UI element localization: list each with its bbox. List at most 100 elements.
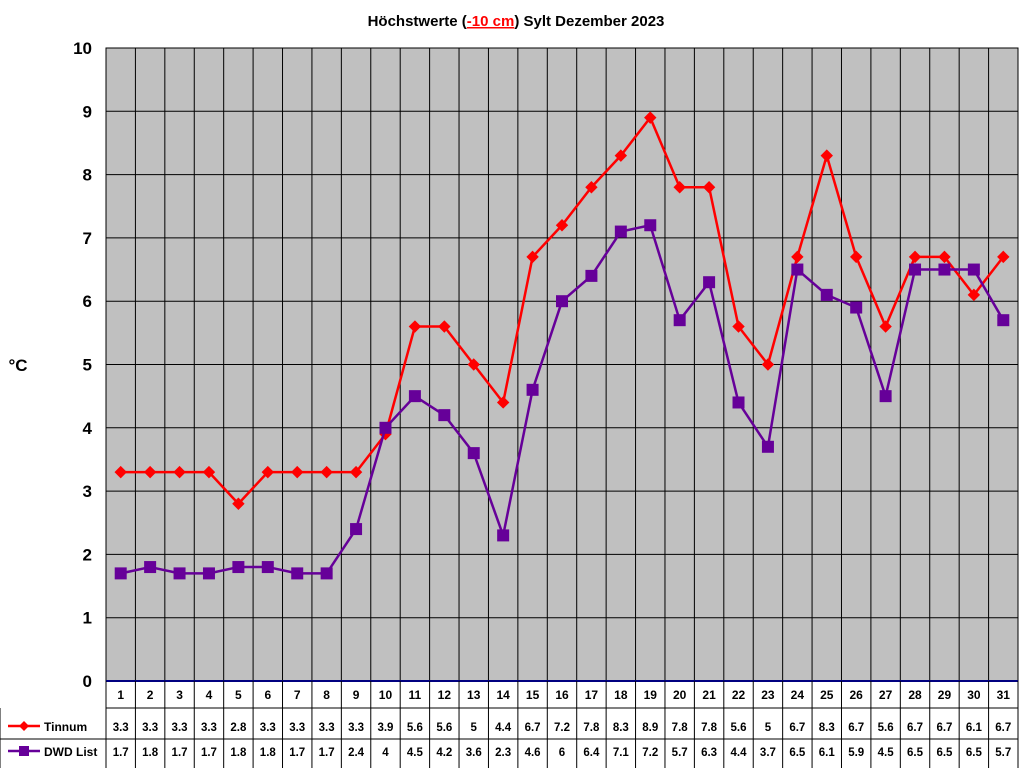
x-tick-label: 29 — [938, 688, 952, 702]
data-point — [732, 396, 745, 409]
data-label: 1.8 — [230, 747, 247, 759]
data-point — [349, 465, 363, 479]
data-label: 6.5 — [907, 747, 924, 759]
title-part-after: ) Sylt Dezember 2023 — [514, 13, 664, 30]
data-point — [938, 263, 951, 276]
x-tick-label: 6 — [264, 688, 271, 702]
data-label: 5 — [765, 722, 772, 734]
y-tick-label: 0 — [83, 672, 92, 691]
data-label: 6.7 — [936, 722, 952, 734]
data-label: 1.7 — [113, 747, 129, 759]
x-tick-label: 13 — [467, 688, 481, 702]
data-label: 8.3 — [819, 722, 835, 734]
x-tick-label: 11 — [409, 688, 422, 702]
data-point — [614, 149, 628, 162]
data-label: 3.3 — [289, 722, 305, 734]
data-point — [261, 561, 274, 574]
data-label: 2.3 — [495, 747, 511, 759]
x-tick-label: 23 — [761, 688, 775, 702]
data-point — [820, 288, 833, 301]
data-label: 5.9 — [848, 747, 864, 759]
data-point — [820, 149, 833, 162]
data-point — [143, 465, 157, 479]
data-point — [967, 288, 981, 302]
y-axis-label: °C — [8, 356, 27, 375]
data-point — [997, 314, 1010, 327]
x-tick-label: 31 — [997, 688, 1011, 702]
data-point — [703, 276, 716, 289]
legend-marker — [19, 721, 29, 731]
data-point — [761, 358, 775, 371]
data-point — [497, 529, 510, 542]
data-label: 4 — [382, 747, 389, 759]
data-label: 5.6 — [436, 722, 452, 734]
x-tick-label: 5 — [235, 688, 242, 702]
data-point — [173, 465, 186, 479]
data-label: 3.3 — [142, 722, 158, 734]
x-tick-label: 12 — [438, 688, 452, 702]
data-point — [144, 561, 157, 574]
data-label: 6.7 — [907, 722, 923, 734]
data-point — [379, 421, 392, 434]
data-label: 8.3 — [613, 722, 629, 734]
data-label: 4.4 — [495, 722, 512, 734]
x-tick-label: 18 — [614, 688, 628, 702]
data-label: 6.1 — [966, 722, 983, 734]
data-label: 4.4 — [731, 747, 748, 759]
data-label: 6.7 — [995, 722, 1011, 734]
data-point — [791, 263, 804, 276]
data-label: 3.3 — [201, 722, 217, 734]
x-tick-label: 8 — [323, 688, 330, 702]
data-point — [585, 269, 598, 282]
x-tick-label: 25 — [820, 688, 834, 702]
data-point — [526, 383, 539, 396]
y-tick-label: 7 — [83, 229, 92, 248]
data-label: 5.6 — [407, 722, 423, 734]
legend-label: Tinnum — [44, 720, 87, 734]
data-point — [320, 465, 333, 479]
data-point — [232, 497, 245, 510]
x-tick-label: 17 — [585, 688, 599, 702]
data-label: 3.3 — [348, 722, 364, 734]
data-point — [438, 320, 451, 333]
data-point — [908, 250, 922, 264]
data-point — [408, 320, 422, 333]
data-point — [496, 396, 510, 409]
data-label: 7.8 — [701, 722, 718, 734]
data-point — [291, 465, 304, 479]
data-label: 1.8 — [260, 747, 277, 759]
data-label: 3.7 — [760, 747, 776, 759]
data-label: 2.8 — [230, 722, 247, 734]
data-label: 2.4 — [348, 747, 365, 759]
chart-title: Höchstwerte (-10 cm) Sylt Dezember 2023 — [368, 13, 665, 30]
x-tick-label: 7 — [294, 688, 301, 702]
data-label: 1.7 — [201, 747, 217, 759]
data-label: 1.7 — [289, 747, 305, 759]
data-point — [438, 409, 451, 422]
data-label: 7.1 — [613, 747, 630, 759]
data-label: 1.7 — [172, 747, 188, 759]
x-tick-label: 20 — [673, 688, 687, 702]
data-point — [291, 567, 304, 580]
data-label: 5.6 — [878, 722, 894, 734]
data-label: 6.7 — [525, 722, 541, 734]
data-point — [555, 219, 569, 232]
data-label: 3.3 — [260, 722, 276, 734]
data-label: 5.6 — [731, 722, 747, 734]
y-tick-label: 6 — [83, 292, 92, 311]
data-point — [879, 320, 892, 333]
data-point — [909, 263, 922, 276]
data-point — [644, 111, 657, 124]
x-tick-label: 16 — [555, 688, 569, 702]
data-point — [526, 250, 539, 264]
data-point — [732, 320, 745, 333]
x-tick-label: 3 — [176, 688, 183, 702]
data-label: 7.8 — [672, 722, 689, 734]
x-tick-label: 30 — [967, 688, 981, 702]
data-point — [114, 567, 127, 580]
y-tick-label: 3 — [83, 482, 92, 501]
data-point — [938, 250, 951, 264]
x-tick-label: 10 — [379, 688, 393, 702]
y-tick-label: 4 — [83, 419, 93, 438]
y-tick-label: 5 — [83, 356, 92, 375]
